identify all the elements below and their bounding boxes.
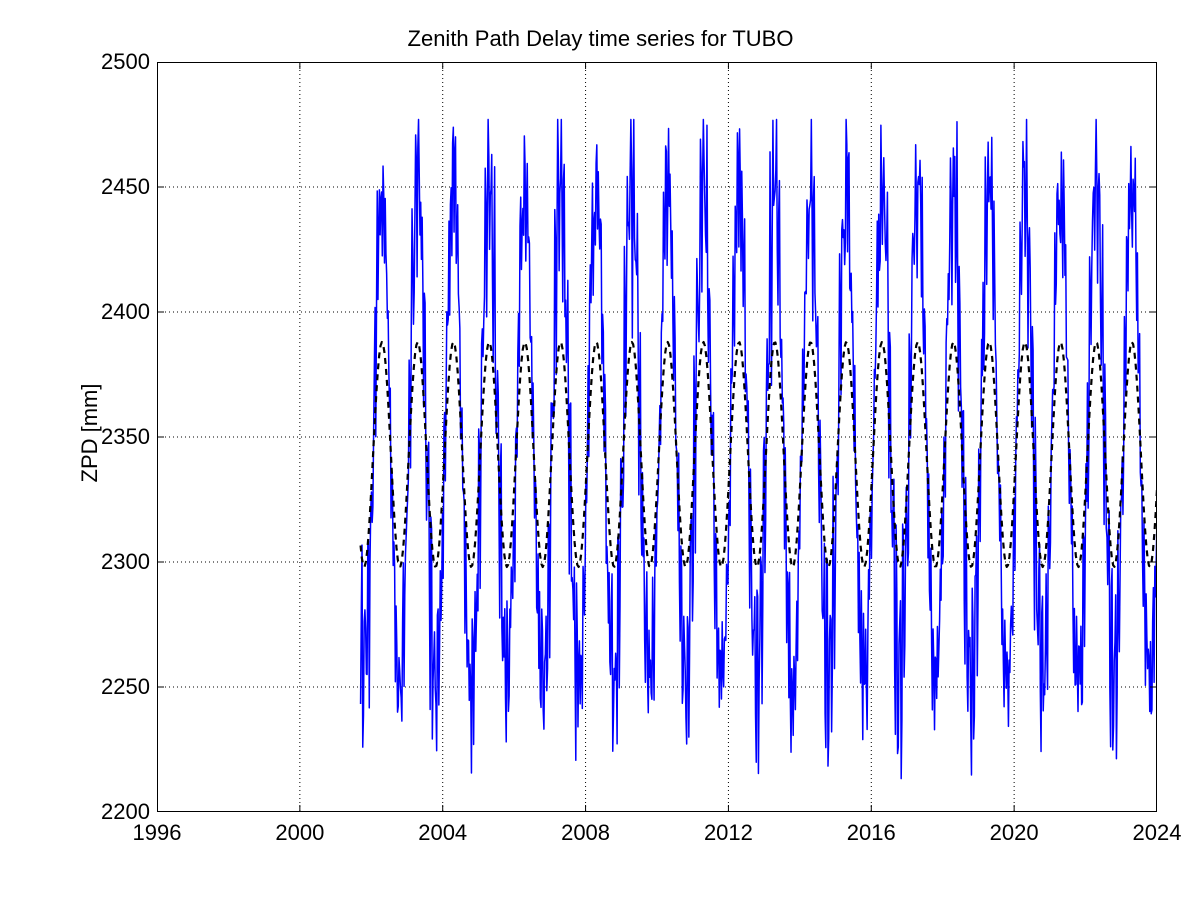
y-tick-label: 2350 bbox=[95, 424, 150, 450]
y-tick-label: 2450 bbox=[95, 174, 150, 200]
chart-title-text: Zenith Path Delay time series for TUBO bbox=[408, 26, 794, 51]
x-tick-label: 2024 bbox=[1133, 820, 1182, 846]
plot-area bbox=[157, 62, 1157, 812]
x-tick-label: 2000 bbox=[275, 820, 324, 846]
figure: Zenith Path Delay time series for TUBO Z… bbox=[0, 0, 1201, 901]
x-tick-label: 2004 bbox=[418, 820, 467, 846]
y-tick-label: 2300 bbox=[95, 549, 150, 575]
y-tick-label: 2250 bbox=[95, 674, 150, 700]
chart-title: Zenith Path Delay time series for TUBO bbox=[0, 26, 1201, 52]
y-tick-label: 2200 bbox=[95, 799, 150, 825]
y-tick-label: 2500 bbox=[95, 49, 150, 75]
x-tick-label: 2012 bbox=[704, 820, 753, 846]
x-tick-label: 2020 bbox=[990, 820, 1039, 846]
plot-svg bbox=[157, 62, 1157, 812]
y-tick-label: 2400 bbox=[95, 299, 150, 325]
x-tick-label: 2008 bbox=[561, 820, 610, 846]
x-tick-label: 2016 bbox=[847, 820, 896, 846]
